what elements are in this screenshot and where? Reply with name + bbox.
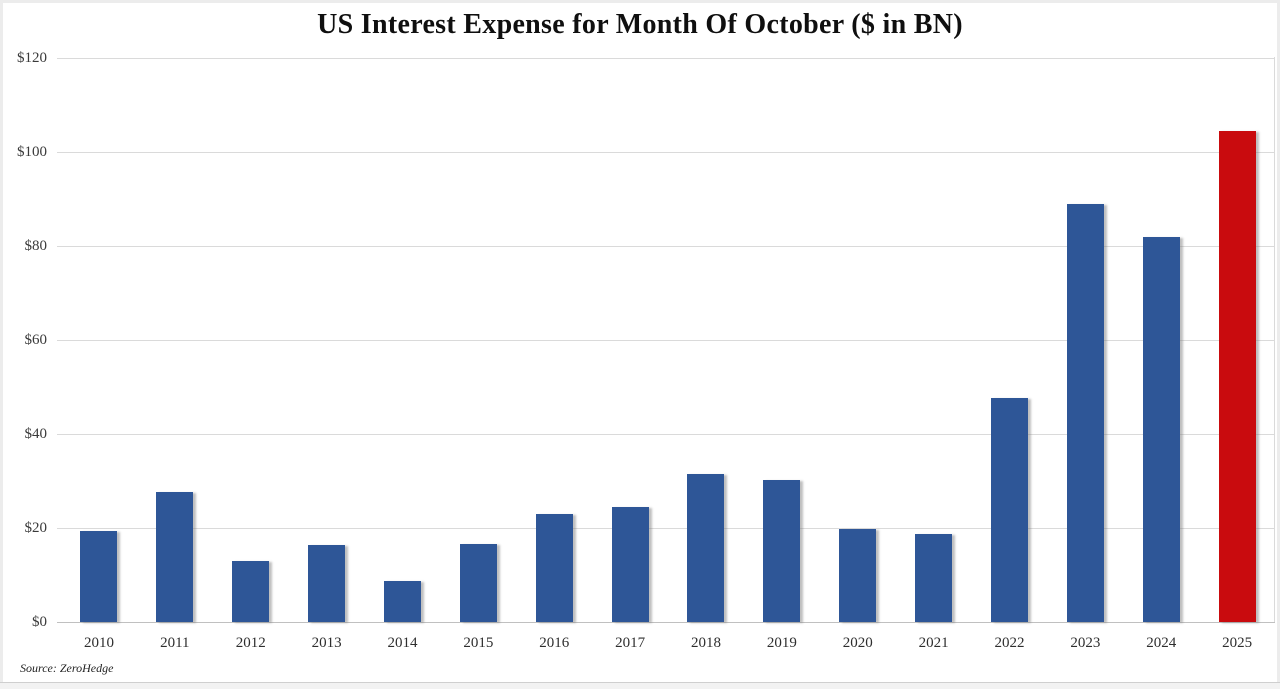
- bar-slot-2012: [213, 561, 289, 622]
- x-tick-label-2021: 2021: [918, 635, 949, 651]
- x-tick-label-2018: 2018: [690, 635, 721, 651]
- x-tick-label-2013: 2013: [311, 635, 342, 651]
- bar-slot-2020: [820, 528, 896, 622]
- y-tick-label-60: $60: [24, 332, 48, 348]
- bar-2012: [232, 561, 270, 622]
- x-tick-label-2024: 2024: [1146, 635, 1177, 651]
- bar-2018: [687, 473, 725, 622]
- gridline-100: [57, 152, 1275, 153]
- x-tick-label-2015: 2015: [463, 635, 494, 651]
- bar-slot-2017: [592, 506, 668, 622]
- bar-2023: [1066, 204, 1104, 622]
- x-tick-label-2022: 2022: [994, 635, 1025, 651]
- x-tick-label-2012: 2012: [235, 635, 266, 651]
- bar-2016: [535, 514, 573, 622]
- y-tick-label-80: $80: [24, 238, 48, 254]
- bar-slot-2016: [516, 514, 592, 622]
- bar-2011: [156, 492, 194, 622]
- bar-slot-2021: [896, 533, 972, 622]
- bottom-border-line: [0, 682, 1280, 683]
- x-axis-line: [57, 622, 1275, 623]
- bar-slot-2023: [1047, 204, 1123, 622]
- bar-slot-2013: [289, 544, 365, 622]
- y-tick-label-120: $120: [17, 50, 47, 66]
- gridline-40: [57, 434, 1275, 435]
- y-tick-label-100: $100: [17, 144, 47, 160]
- gridline-120: [57, 58, 1275, 59]
- bar-slot-2022: [972, 398, 1048, 622]
- bar-slot-2011: [137, 492, 213, 622]
- bar-2017: [611, 506, 649, 622]
- bar-2013: [308, 544, 346, 622]
- source-caption: Source: ZeroHedge: [20, 661, 114, 675]
- x-tick-label-2016: 2016: [539, 635, 570, 651]
- x-axis-labels: 2010 2011 2012 2013 2014 2015 2016 2017 2018 2019…: [61, 635, 1275, 652]
- x-tick-label-2023: 2023: [1070, 635, 1101, 651]
- y-tick-label-0: $0: [32, 614, 47, 630]
- y-tick-label-40: $40: [24, 426, 48, 442]
- x-tick-label-2014: 2014: [387, 635, 418, 651]
- bottom-strip: [0, 683, 1280, 689]
- bar-2015: [459, 543, 497, 622]
- bar-slot-2018: [668, 473, 744, 622]
- x-tick-label-2011: 2011: [160, 635, 190, 651]
- bar-2010: [80, 530, 118, 622]
- frame-edge-left: [0, 0, 3, 689]
- bar-2020: [839, 528, 877, 622]
- y-tick-label-20: $20: [24, 520, 48, 536]
- bar-2025: [1218, 131, 1256, 622]
- bar-slot-2014: [365, 580, 441, 622]
- plot-right-border: [1274, 57, 1275, 622]
- bar-slot-2015: [440, 543, 516, 622]
- x-tick-label-2020: 2020: [842, 635, 873, 651]
- x-tick-label-2019: 2019: [766, 635, 797, 651]
- bar-slot-2019: [744, 480, 820, 622]
- bar-2014: [383, 580, 421, 622]
- gridline-20: [57, 528, 1275, 529]
- x-tick-label-2017: 2017: [615, 635, 646, 651]
- bar-2024: [1142, 237, 1180, 622]
- bars-container: [61, 0, 1275, 622]
- frame-edge-top: [0, 0, 1280, 3]
- frame-edge-right: [1277, 0, 1280, 689]
- bar-2022: [990, 398, 1028, 622]
- bar-slot-2024: [1123, 237, 1199, 622]
- bar-slot-2010: [61, 530, 137, 622]
- bar-2021: [915, 533, 953, 622]
- bar-slot-2025: [1199, 131, 1275, 622]
- gridline-80: [57, 246, 1275, 247]
- chart-title: US Interest Expense for Month Of October…: [317, 9, 963, 40]
- x-tick-label-2010: 2010: [83, 635, 114, 651]
- bar-2019: [763, 480, 801, 622]
- gridline-60: [57, 340, 1275, 341]
- x-tick-label-2025: 2025: [1222, 635, 1253, 651]
